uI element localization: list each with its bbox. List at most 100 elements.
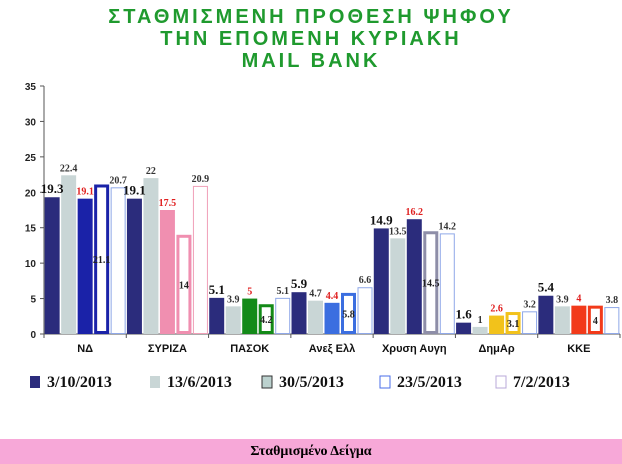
data-label: 14.5	[422, 279, 440, 290]
data-label: 5.1	[209, 282, 225, 297]
legend-swatch	[495, 375, 507, 389]
y-tick-label: 0	[30, 330, 36, 341]
category-label: ΣΥΡΙΖΑ	[148, 343, 187, 355]
data-label: 3.9	[556, 294, 569, 305]
legend-swatch	[379, 375, 391, 389]
data-label: 3.1	[507, 319, 520, 330]
bar	[456, 322, 472, 334]
legend-label: 23/5/2013	[397, 374, 462, 391]
bar	[275, 297, 291, 334]
data-label: 14	[179, 280, 189, 291]
bar	[571, 305, 587, 334]
bar	[406, 219, 422, 334]
bar	[357, 287, 373, 334]
data-label: 17.5	[159, 198, 177, 209]
bar	[505, 312, 521, 334]
category-label: Ανεξ Ελλ	[309, 343, 355, 355]
data-label: 5.4	[538, 280, 555, 295]
title-line-3: MAIL BANK	[241, 50, 381, 72]
bar	[159, 210, 175, 334]
y-tick-label: 10	[25, 259, 37, 270]
bar	[258, 304, 274, 335]
bar	[94, 184, 110, 335]
bar	[44, 197, 60, 334]
bar	[176, 234, 192, 334]
title-line-2: ΤΗΝ ΕΠΟΜΕΝΗ ΚΥΡΙΑΚΗ	[160, 28, 462, 50]
legend-label: 7/2/2013	[513, 374, 570, 391]
bar	[373, 228, 389, 334]
data-label: 4.4	[326, 291, 339, 302]
title-line-1: ΣΤΑΘΜΙΣΜΕΝΗ ΠΡΟΘΕΣΗ ΨΗΦΟΥ	[108, 6, 514, 28]
bar	[209, 297, 225, 334]
data-label: 1	[478, 315, 483, 326]
bar	[126, 198, 142, 334]
data-label: 20.7	[109, 175, 127, 186]
bar	[489, 315, 505, 334]
footer-bar: Σταθμισμένο Δείγμα	[0, 439, 622, 464]
bar-chart: 0510152025303519.322.419.121.120.7ΝΔ19.1…	[25, 82, 621, 391]
data-label: 4	[593, 316, 598, 327]
data-label: 14.9	[370, 212, 393, 227]
bar	[587, 305, 603, 335]
data-label: 22.4	[60, 163, 78, 174]
data-label: 19.3	[41, 181, 64, 196]
bar	[291, 292, 307, 334]
footer-label: Σταθμισμένο Δείγμα	[250, 444, 372, 459]
data-label: 4	[576, 294, 581, 305]
bar	[604, 307, 620, 334]
bar	[77, 198, 93, 334]
data-label: 5.1	[276, 286, 289, 297]
bar	[423, 231, 439, 334]
category-label: ΠΑΣΟΚ	[230, 343, 269, 355]
bar	[192, 185, 208, 334]
y-tick-label: 20	[25, 188, 37, 199]
data-label: 5.8	[342, 309, 355, 320]
data-label: 1.6	[455, 307, 472, 322]
bar	[61, 175, 77, 334]
data-label: 4.7	[309, 289, 322, 300]
data-label: 16.2	[406, 207, 424, 218]
legend-swatch	[261, 375, 273, 389]
category-label: ΚΚΕ	[567, 343, 590, 355]
chart-title: ΣΤΑΘΜΙΣΜΕΝΗ ΠΡΟΘΕΣΗ ΨΗΦΟΥ ΤΗΝ ΕΠΟΜΕΝΗ ΚΥ…	[0, 6, 622, 72]
y-tick-label: 15	[25, 224, 37, 235]
data-label: 19.1	[76, 187, 94, 198]
data-label: 5	[247, 287, 252, 298]
bar	[538, 295, 554, 334]
y-tick-label: 5	[30, 295, 36, 306]
legend-swatch	[30, 376, 40, 388]
data-label: 3.8	[606, 295, 619, 306]
bar	[110, 187, 126, 334]
data-label: 21.1	[93, 255, 111, 266]
y-tick-label: 25	[25, 153, 37, 164]
bar	[341, 292, 356, 335]
category-label: ΝΔ	[77, 343, 93, 355]
data-label: 2.6	[490, 304, 503, 315]
legend-label: 3/10/2013	[47, 374, 112, 391]
data-label: 13.5	[389, 226, 407, 237]
category-label: Χρυση Αυγη	[382, 343, 447, 355]
data-label: 14.2	[439, 221, 457, 232]
legend-swatch	[150, 376, 160, 388]
data-label: 4.2	[260, 315, 273, 326]
data-label: 19.1	[123, 183, 146, 198]
bar	[554, 306, 570, 334]
data-label: 3.9	[227, 294, 240, 305]
bar	[225, 306, 241, 334]
data-label: 3.2	[523, 299, 536, 310]
bar	[324, 302, 340, 334]
bar	[439, 233, 455, 334]
data-label: 22	[146, 166, 156, 177]
bar	[522, 311, 538, 334]
y-tick-label: 30	[25, 117, 37, 128]
bar	[143, 178, 159, 334]
data-label: 20.9	[192, 174, 210, 185]
category-label: ΔημΑρ	[479, 343, 515, 355]
bar	[472, 326, 488, 334]
bar	[390, 238, 406, 334]
legend-label: 13/6/2013	[167, 374, 232, 391]
legend-label: 30/5/2013	[279, 374, 344, 391]
bar	[242, 298, 258, 334]
y-tick-label: 35	[25, 82, 37, 93]
bar	[308, 300, 323, 334]
